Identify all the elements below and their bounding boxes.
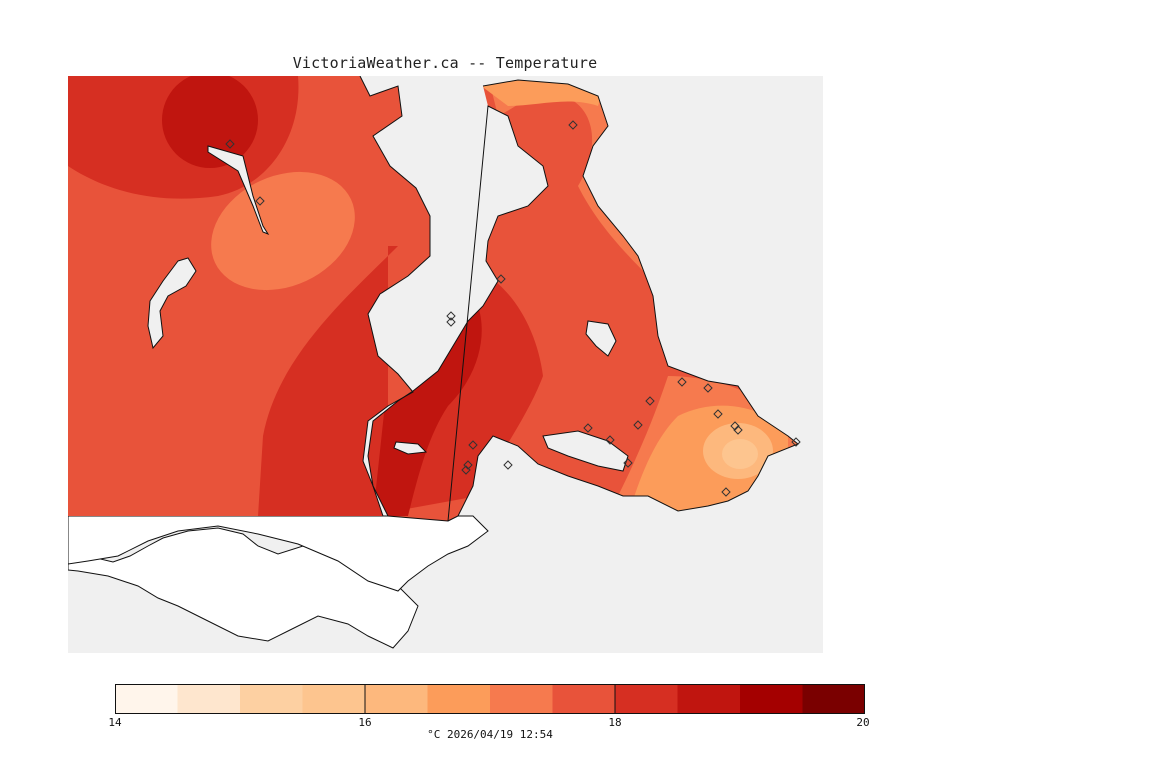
station-marker (468, 440, 478, 450)
west-coastline (359, 76, 431, 517)
legend-units-timestamp: °C 2026/04/19 12:54 (427, 728, 553, 741)
legend-swatch (615, 684, 678, 714)
station-marker (446, 317, 456, 327)
station-marker (255, 196, 265, 206)
legend-tick-label: 20 (856, 716, 870, 729)
legend-swatch (552, 684, 616, 714)
station-marker (446, 311, 456, 321)
station-marker (496, 274, 506, 284)
legend-swatch (802, 684, 865, 714)
legend-swatch (115, 684, 178, 714)
station-marker (677, 377, 687, 387)
color-legend (115, 684, 865, 714)
lake-central (585, 320, 617, 357)
station-marker (730, 421, 740, 431)
legend-swatch (677, 684, 741, 714)
station-markers (225, 120, 801, 497)
temperature-map (68, 76, 823, 653)
inlet-north (207, 145, 270, 236)
station-marker (645, 396, 655, 406)
station-marker (623, 458, 633, 468)
station-marker (503, 460, 513, 470)
station-marker (633, 420, 643, 430)
legend-tick-label: 14 (108, 716, 122, 729)
station-marker (605, 435, 615, 445)
station-marker (703, 383, 713, 393)
legend-swatch (427, 684, 491, 714)
station-marker (721, 487, 731, 497)
station-marker (461, 465, 471, 475)
legend-swatch (740, 684, 803, 714)
legend-swatch (365, 684, 428, 714)
lake-south (393, 441, 428, 455)
legend-tick-label: 18 (608, 716, 622, 729)
station-marker (583, 423, 593, 433)
map-title: VictoriaWeather.ca -- Temperature (292, 54, 598, 72)
station-marker (791, 437, 801, 447)
legend-swatch (177, 684, 241, 714)
station-marker (733, 425, 743, 435)
legend-tick-label: 16 (358, 716, 372, 729)
legend-swatch (490, 684, 553, 714)
legend-swatch (240, 684, 303, 714)
station-marker (463, 460, 473, 470)
station-marker (713, 409, 723, 419)
south-shore-land (68, 515, 489, 592)
station-marker (568, 120, 578, 130)
legend-swatch (302, 684, 366, 714)
station-marker (225, 139, 235, 149)
lake-west (147, 257, 197, 350)
